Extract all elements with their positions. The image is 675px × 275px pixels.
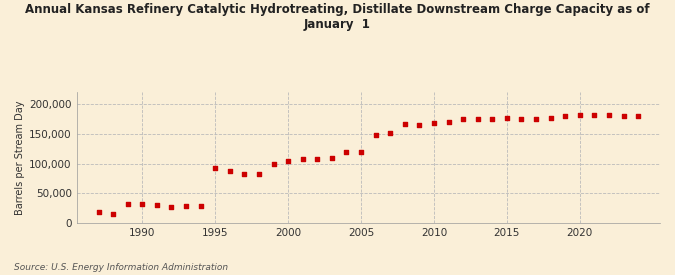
Point — [195, 204, 206, 209]
Point — [210, 166, 221, 170]
Point — [516, 117, 527, 122]
Point — [356, 149, 367, 154]
Point — [151, 203, 162, 207]
Point — [327, 155, 338, 160]
Text: Annual Kansas Refinery Catalytic Hydrotreating, Distillate Downstream Charge Cap: Annual Kansas Refinery Catalytic Hydrotr… — [25, 3, 650, 31]
Text: Source: U.S. Energy Information Administration: Source: U.S. Energy Information Administ… — [14, 263, 227, 272]
Point — [414, 123, 425, 127]
Point — [312, 157, 323, 161]
Point — [443, 120, 454, 124]
Point — [268, 161, 279, 166]
Point — [137, 202, 148, 206]
Point — [166, 205, 177, 209]
Point — [603, 112, 614, 117]
Point — [531, 117, 541, 121]
Point — [545, 116, 556, 120]
Point — [400, 122, 410, 127]
Point — [283, 158, 294, 163]
Point — [429, 121, 439, 125]
Y-axis label: Barrels per Stream Day: Barrels per Stream Day — [15, 100, 25, 215]
Point — [589, 112, 600, 117]
Point — [632, 114, 643, 118]
Point — [458, 117, 468, 122]
Point — [297, 157, 308, 161]
Point — [574, 112, 585, 117]
Point — [487, 117, 497, 121]
Point — [181, 204, 192, 209]
Point — [254, 172, 265, 176]
Point — [341, 150, 352, 154]
Point — [502, 116, 512, 120]
Point — [239, 172, 250, 176]
Point — [370, 133, 381, 137]
Point — [560, 114, 570, 118]
Point — [618, 114, 629, 118]
Point — [122, 202, 133, 206]
Point — [108, 211, 119, 216]
Point — [472, 117, 483, 121]
Point — [93, 210, 104, 214]
Point — [385, 130, 396, 135]
Point — [224, 169, 235, 174]
